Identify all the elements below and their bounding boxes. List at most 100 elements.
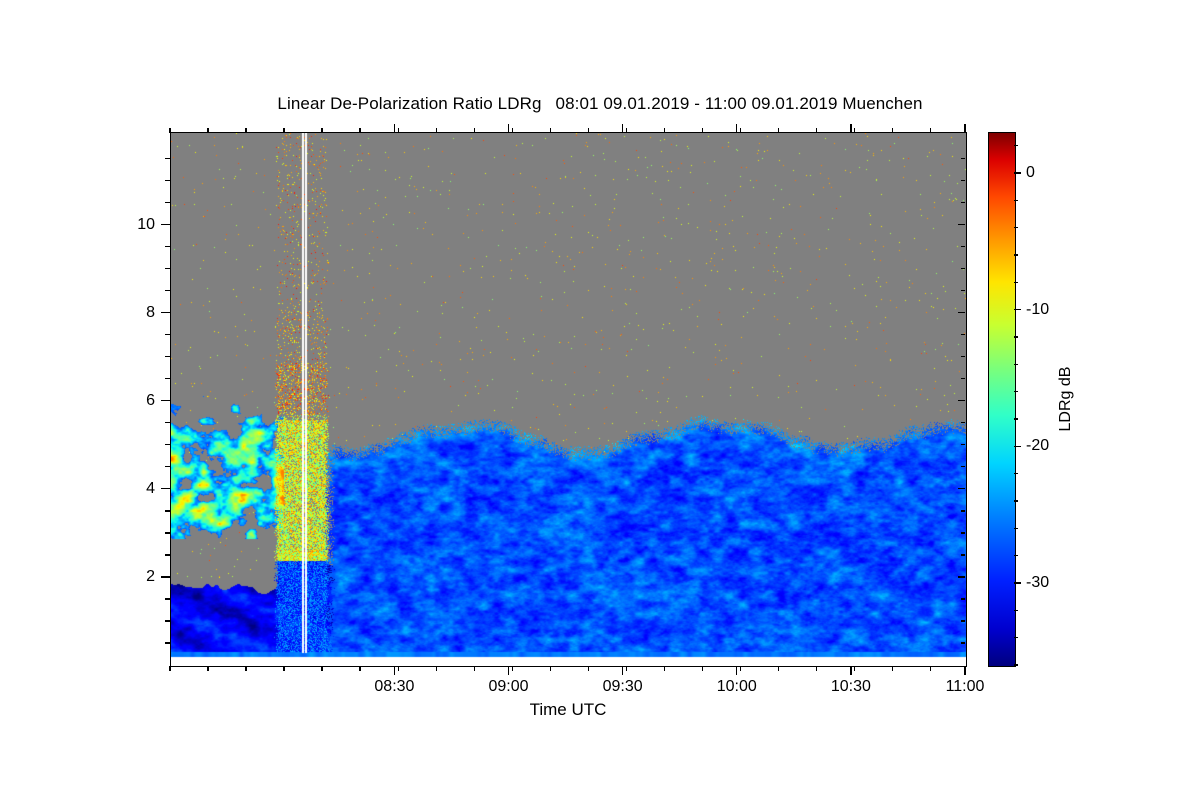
colorbar-minor-tick — [1014, 636, 1018, 639]
colorbar-minor-tick — [1014, 664, 1018, 666]
colorbar-minor-tick — [1014, 336, 1018, 338]
x-axis-tick-label: 09:30 — [602, 678, 643, 695]
x-axis-minor-tick-top — [930, 128, 932, 133]
y-axis-minor-tick — [165, 377, 170, 380]
x-axis-tick — [621, 666, 624, 675]
y-axis-minor-tick-right — [961, 532, 965, 534]
x-axis-minor-tick-top — [892, 128, 894, 133]
y-axis-minor-tick — [165, 444, 170, 446]
y-axis-minor-tick — [165, 466, 170, 468]
y-axis-tick-label: 10 — [137, 215, 155, 233]
x-axis-minor-tick — [321, 666, 323, 671]
x-axis-minor-tick — [853, 666, 856, 671]
x-axis-minor-tick — [245, 666, 247, 671]
x-axis-tick-top — [736, 124, 738, 133]
y-axis-tick — [161, 488, 170, 490]
x-axis-tick-top — [393, 124, 396, 133]
y-axis-tick — [161, 223, 170, 226]
x-axis-minor-tick — [359, 666, 361, 671]
colorbar-minor-tick — [1014, 390, 1018, 393]
y-axis-minor-tick-right — [961, 179, 965, 182]
x-axis-tick-label: 10:30 — [830, 678, 871, 695]
colorbar-minor-tick — [1014, 418, 1018, 420]
x-axis-tick — [964, 666, 966, 675]
x-axis-minor-tick-top — [587, 128, 590, 133]
colorbar-minor-tick — [1014, 472, 1018, 475]
y-axis-minor-tick — [165, 510, 170, 512]
y-axis-minor-tick — [165, 267, 170, 270]
colorbar-title: LDRg dB — [1057, 366, 1074, 432]
x-axis-minor-tick — [892, 666, 894, 671]
y-axis-minor-tick-right — [961, 289, 965, 292]
x-axis-minor-tick — [739, 666, 742, 671]
y-axis-minor-tick — [165, 333, 170, 336]
colorbar-minor-tick — [1014, 281, 1018, 284]
y-axis-tick-right — [958, 400, 965, 402]
colorbar-tick — [1014, 445, 1021, 448]
x-axis-minor-tick-top — [853, 128, 856, 133]
x-axis-minor-tick-top — [169, 128, 171, 133]
ldr-heatmap-canvas — [171, 133, 966, 666]
y-axis-minor-tick-right — [961, 201, 965, 204]
y-axis-tick-label: 8 — [146, 303, 155, 321]
colorbar-minor-tick — [1014, 500, 1018, 502]
y-axis-minor-tick-right — [961, 466, 965, 468]
x-axis-minor-tick-top — [283, 128, 285, 133]
y-axis-minor-tick — [165, 422, 170, 424]
colorbar-tick-label: -10 — [1026, 300, 1050, 318]
x-axis-minor-tick — [587, 666, 590, 671]
y-axis-minor-tick — [165, 355, 170, 358]
colorbar-tick-label: -30 — [1026, 574, 1050, 591]
x-axis-minor-tick — [815, 666, 818, 671]
plot-title: Linear De-Polarization Ratio LDRg 08:01 0… — [0, 94, 1200, 114]
x-axis-tick-top — [850, 124, 852, 133]
y-axis-minor-tick-right — [961, 157, 965, 160]
y-axis-minor-tick-right — [961, 620, 965, 622]
y-axis-minor-tick — [165, 245, 170, 248]
y-axis-tick — [161, 400, 170, 402]
y-axis-tick-right — [958, 576, 965, 578]
x-axis-minor-tick-top — [549, 128, 552, 133]
y-axis-minor-tick — [165, 554, 170, 556]
x-axis-minor-tick-top — [815, 128, 818, 133]
x-axis-tick-label: 10:00 — [716, 678, 757, 695]
x-axis-minor-tick — [625, 666, 628, 671]
x-axis-minor-tick — [511, 666, 514, 671]
x-axis-minor-tick-top — [321, 128, 323, 133]
x-axis-tick-top — [621, 124, 624, 133]
x-axis-tick — [736, 666, 738, 675]
heatmap-plot-area[interactable] — [170, 132, 967, 667]
x-axis-tick-top — [507, 124, 510, 133]
x-axis-minor-tick-top — [701, 128, 704, 133]
plot-title-main: Linear De-Polarization Ratio LDRg — [277, 94, 542, 113]
x-axis-minor-tick-top — [245, 128, 247, 133]
y-axis-minor-tick — [165, 201, 170, 204]
y-axis-minor-tick-right — [961, 422, 965, 424]
y-axis-minor-tick-right — [961, 444, 965, 446]
y-axis-minor-tick-right — [961, 554, 965, 556]
x-axis-minor-tick — [549, 666, 552, 671]
x-axis-minor-tick-top — [625, 128, 628, 133]
y-axis-minor-tick — [165, 532, 170, 534]
y-axis-minor-tick — [165, 157, 170, 160]
x-axis-tick-label: 08:30 — [374, 678, 415, 695]
y-axis-minor-tick — [165, 620, 170, 622]
x-axis-tick-top — [964, 124, 966, 133]
y-axis-tick-label: 4 — [146, 479, 155, 497]
x-axis-minor-tick-top — [207, 128, 209, 133]
colorbar-tick-label: 0 — [1026, 164, 1035, 181]
y-axis-minor-tick-right — [961, 267, 965, 270]
x-axis-tick-label: 11:00 — [945, 678, 985, 695]
x-axis-minor-tick — [169, 666, 171, 671]
colorbar-tick-label: -20 — [1026, 437, 1050, 455]
colorbar-minor-tick — [1014, 554, 1018, 557]
colorbar-minor-tick — [1014, 609, 1018, 612]
plot-title-period: 08:01 09.01.2019 - 11:00 09.01.2019 Muen… — [555, 94, 923, 113]
y-axis-minor-tick — [165, 642, 170, 644]
x-axis-minor-tick-top — [739, 128, 742, 133]
x-axis-minor-tick — [663, 666, 666, 671]
colorbar-minor-tick — [1014, 144, 1018, 147]
colorbar-minor-tick — [1014, 199, 1018, 202]
y-axis-tick-label: 2 — [146, 567, 155, 585]
y-axis-minor-tick — [165, 289, 170, 292]
